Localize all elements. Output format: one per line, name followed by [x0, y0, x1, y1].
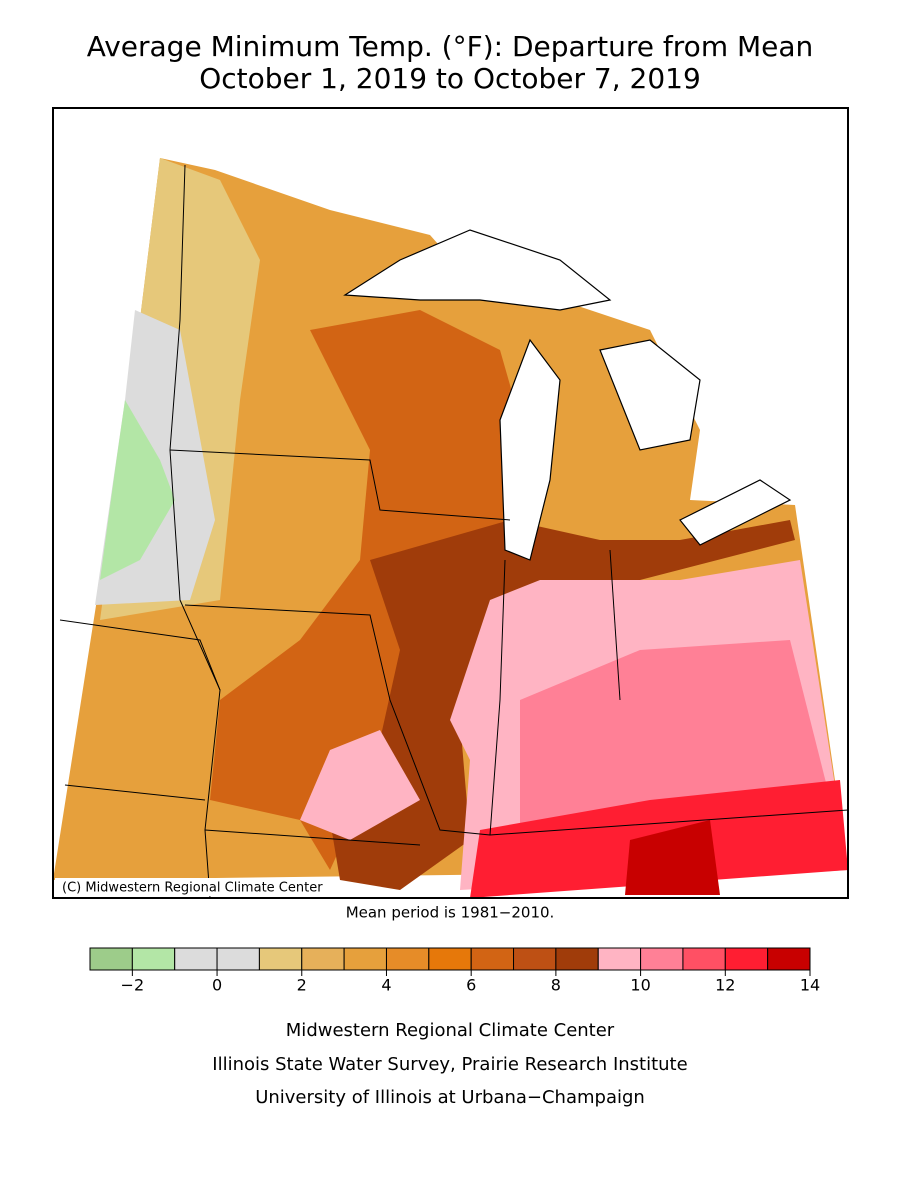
lake-erie — [679, 479, 792, 546]
legend-swatch — [301, 947, 345, 971]
legend-swatch — [470, 947, 515, 971]
map-frame — [52, 107, 849, 899]
borders — [59, 164, 849, 899]
mean-note: Mean period is 1981−2010. — [346, 904, 555, 922]
legend-swatch — [640, 947, 684, 971]
legend-swatch — [89, 947, 133, 971]
legend-swatch — [597, 947, 642, 971]
legend-swatch — [682, 947, 726, 971]
border — [489, 559, 506, 836]
border — [184, 604, 849, 836]
border — [169, 449, 511, 521]
legend-swatch — [767, 947, 811, 971]
title-line: October 1, 2019 to October 7, 2019 — [199, 62, 701, 95]
legend-swatch — [428, 947, 472, 971]
legend: −2 0 2 4 6 8 10 12 14 — [89, 947, 820, 995]
legend-swatch — [258, 947, 303, 971]
footer-line: Illinois State Water Survey, Prairie Res… — [212, 1054, 687, 1075]
legend-tick-label: 6 — [466, 976, 476, 995]
legend-tick-label: −2 — [121, 976, 145, 995]
border — [64, 784, 206, 801]
legend-swatch — [216, 947, 260, 971]
lake-huron — [599, 339, 701, 451]
legend-swatch — [131, 947, 176, 971]
legend-swatch — [724, 947, 769, 971]
title-line: Average Minimum Temp. (°F): Departure fr… — [87, 30, 814, 63]
legend-tick-label: 12 — [715, 976, 735, 995]
map-credit: (C) Midwestern Regional Climate Center — [62, 881, 323, 896]
legend-tick-label: 4 — [381, 976, 391, 995]
region — [100, 400, 175, 580]
legend-swatch — [385, 947, 430, 971]
region — [300, 730, 420, 840]
border — [609, 549, 621, 701]
legend-tick-label: 2 — [297, 976, 307, 995]
legend-tick-label: 0 — [212, 976, 222, 995]
map: (C) Midwestern Regional Climate Center — [52, 107, 849, 899]
footer-line: University of Illinois at Urbana−Champai… — [255, 1087, 645, 1108]
legend-tick-label: 8 — [551, 976, 561, 995]
region — [330, 520, 795, 890]
region — [210, 310, 520, 870]
legend-swatch — [513, 947, 557, 971]
footer-line: Midwestern Regional Climate Center — [286, 1020, 615, 1041]
border — [204, 829, 421, 846]
lake-michigan — [499, 338, 561, 561]
legend-swatch — [343, 947, 387, 971]
lake-superior — [343, 229, 612, 311]
legend-tick-label: 14 — [800, 976, 820, 995]
legend-swatch — [555, 947, 599, 971]
border — [59, 619, 221, 691]
region — [625, 820, 720, 895]
legend-tick-label: 10 — [630, 976, 650, 995]
legend-swatch — [174, 947, 218, 971]
credit-box — [55, 878, 338, 896]
lakes — [343, 229, 792, 561]
